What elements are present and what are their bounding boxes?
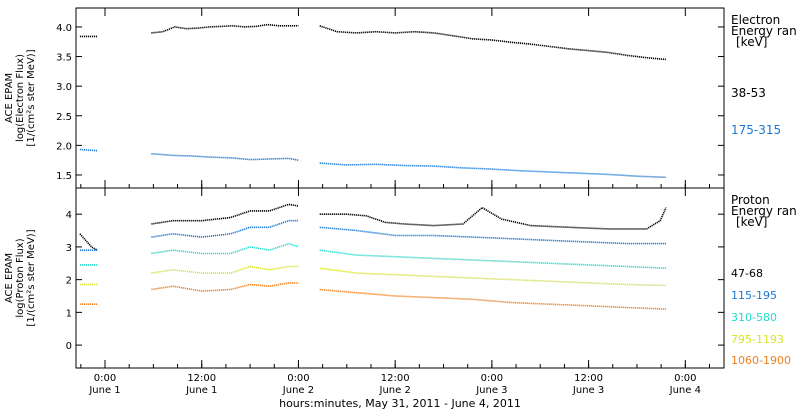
x-tick-time-label: 12:00 (381, 373, 410, 384)
proton-panel: 0 1 2 3 4 ACE EPAM log(Proton Flux) [1/(cm²s st… (4, 193, 797, 367)
electron-legend-title: Energy ran (731, 24, 797, 38)
proton-ylabel-line: ACE EPAM (4, 253, 15, 303)
proton-ytick-label: 2 (66, 276, 72, 287)
proton-series-310-580 (151, 242, 299, 255)
x-tick-date-label: June 3 (475, 385, 507, 396)
x-tick-time-label: 12:00 (187, 373, 216, 384)
proton-series-1060-1900 (319, 288, 667, 310)
x-tick-time-label: 0:00 (674, 373, 696, 384)
proton-legend-310-580: 310-580 (731, 311, 777, 324)
electron-series-175-315 (79, 148, 98, 152)
x-tick-date-label: June 1 (185, 385, 217, 396)
x-tick-date-label: June 1 (88, 385, 120, 396)
proton-legend-47-68: 47-68 (731, 267, 763, 280)
x-axis-title: hours:minutes, May 31, 2011 - June 4, 20… (279, 397, 521, 410)
electron-ytick-label: 3.0 (56, 82, 72, 93)
electron-panel-frame (75, 7, 725, 189)
proton-ytick-label: 0 (66, 341, 72, 352)
proton-series-47-68 (151, 203, 299, 225)
proton-ylabel-line: log(Proton Flux) (15, 238, 26, 317)
proton-legend-795-1193: 795-1193 (731, 333, 784, 346)
electron-series-38-53 (151, 23, 299, 34)
proton-legend-115-195: 115-195 (731, 289, 777, 302)
x-tick-date-label: June 4 (669, 385, 701, 396)
electron-legend-title: Electron (731, 13, 780, 27)
electron-ytick-label: 1.5 (56, 171, 72, 182)
proton-legend-1060-1900: 1060-1900 (731, 354, 791, 367)
x-tick-time-label: 0:00 (287, 373, 309, 384)
x-tick-date-label: June 2 (282, 385, 314, 396)
electron-series-38-53 (319, 25, 667, 61)
proton-series-47-68 (319, 206, 667, 230)
x-tick-date-label: June 3 (572, 385, 604, 396)
proton-series-795-1193 (151, 265, 299, 274)
x-tick-time-label: 0:00 (481, 373, 503, 384)
proton-legend-title: Proton (731, 193, 770, 207)
electron-legend-38-53: 38-53 (731, 86, 766, 100)
electron-legend-title: [keV] (736, 35, 767, 49)
proton-series-1060-1900 (151, 282, 299, 292)
electron-ytick-label: 4.0 (56, 23, 72, 34)
proton-ytick-label: 1 (66, 308, 72, 319)
proton-ytick-label: 3 (66, 243, 72, 254)
electron-panel: 1.5 2.0 2.5 3.0 3.5 4.0 ACE EPAM log(Electron F… (4, 13, 797, 182)
electron-ytick-label: 2.5 (56, 112, 72, 123)
proton-ytick-label: 4 (66, 210, 72, 221)
proton-panel-frame (75, 187, 725, 369)
electron-ylabel-line: ACE EPAM (4, 73, 15, 123)
proton-series-47-68 (79, 233, 98, 251)
electron-ylabel-line: [1/(cm²s ster MeV)] (26, 49, 37, 146)
proton-series-795-1193 (319, 267, 667, 287)
proton-ylabel-line: [1/(cm²s ster MeV)] (26, 229, 37, 326)
proton-series-115-195 (151, 219, 299, 238)
proton-series-115-195 (319, 226, 666, 245)
electron-legend-175-315: 175-315 (731, 123, 781, 137)
electron-ytick-label: 3.5 (56, 53, 72, 64)
proton-series-310-580 (319, 249, 667, 269)
x-tick-date-label: June 2 (379, 385, 411, 396)
x-tick-time-label: 0:00 (94, 373, 116, 384)
electron-series-175-315 (319, 162, 667, 179)
electron-ytick-label: 2.0 (56, 141, 72, 152)
proton-legend-title: [keV] (736, 215, 767, 229)
electron-ylabel-line: log(Electron Flux) (15, 54, 26, 142)
x-tick-time-label: 12:00 (574, 373, 603, 384)
electron-series-175-315 (151, 152, 299, 161)
proton-legend-title: Energy ran (731, 204, 797, 218)
